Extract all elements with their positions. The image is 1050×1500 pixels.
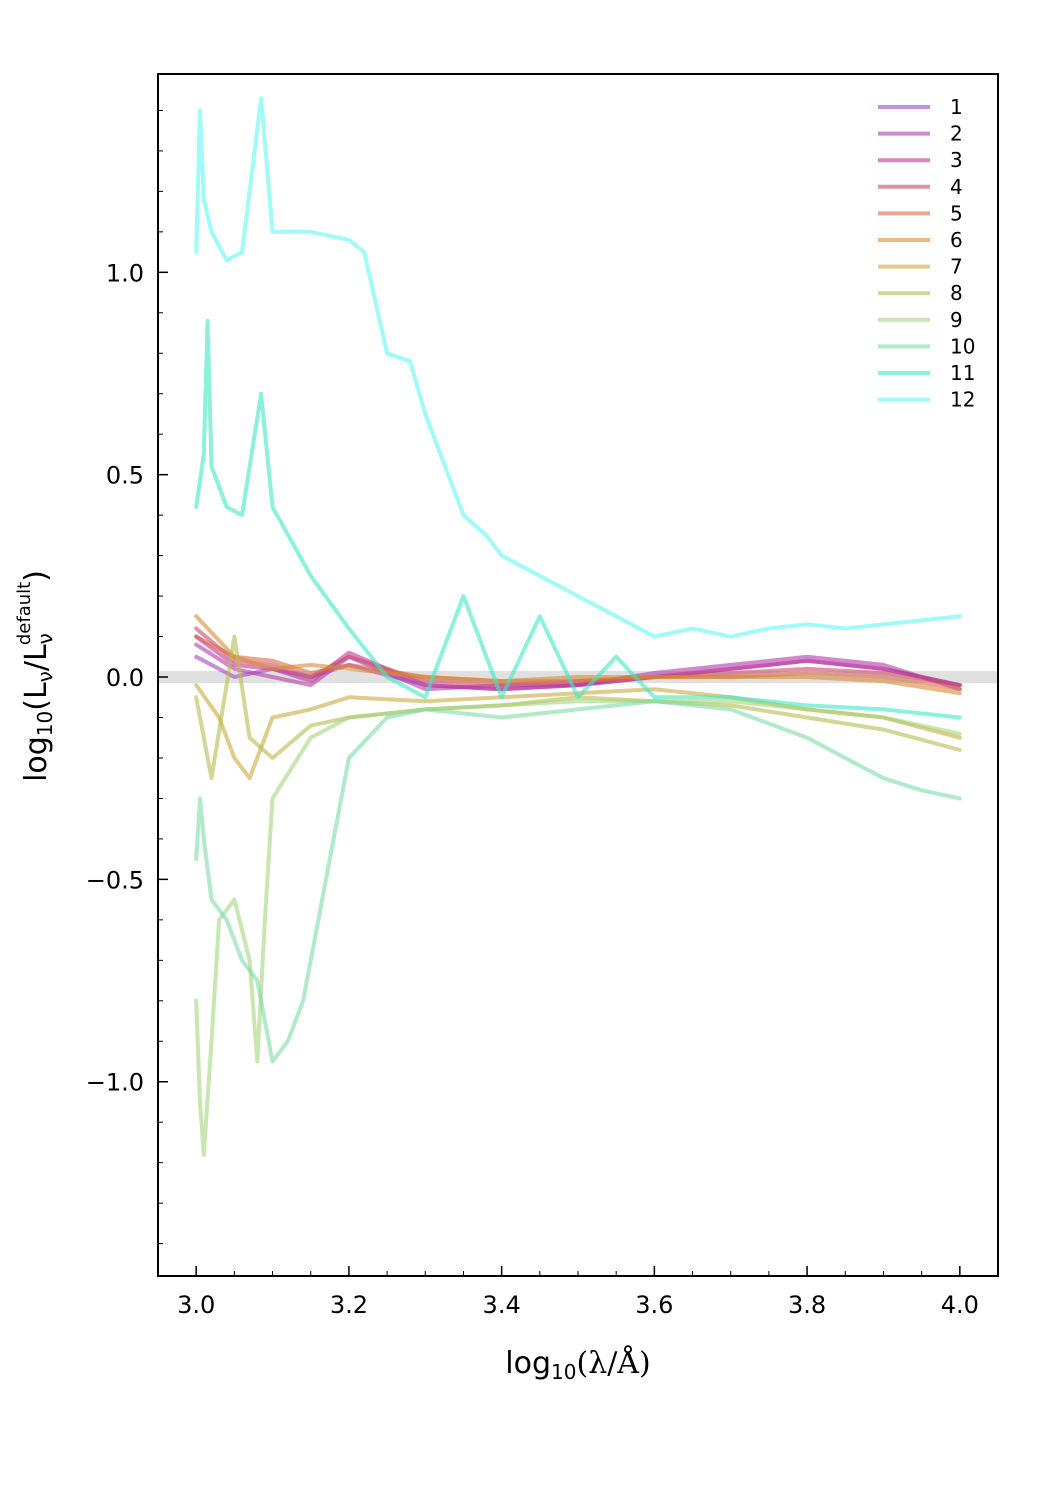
legend-label-6: 6	[950, 228, 963, 252]
series-line-12	[194, 96, 962, 639]
legend-label-8: 8	[950, 281, 963, 305]
ticks-layer: 3.0 3.2 3.4 3.6 3.8 4.0 −1.0 −0.5 0.0 0.5 1.0	[86, 109, 999, 1319]
legend-label-5: 5	[950, 201, 963, 225]
x-axis-label: log10(λ/Å)	[505, 1345, 650, 1384]
legend-label-10: 10	[950, 334, 975, 358]
series-line-6	[194, 614, 962, 696]
series-line-10	[194, 699, 962, 1064]
series-line-9	[194, 699, 962, 1157]
legend-label-12: 12	[950, 388, 975, 412]
legend-label-9: 9	[950, 308, 963, 332]
legend-label-2: 2	[950, 122, 963, 146]
y-tick-label: 0.5	[106, 462, 144, 490]
legend-label-1: 1	[950, 95, 963, 119]
x-tick-label: 3.0	[177, 1291, 215, 1319]
series-layer	[194, 96, 962, 1157]
legend-label-3: 3	[950, 148, 963, 172]
x-tick-label: 3.4	[483, 1291, 521, 1319]
legend-label-4: 4	[950, 175, 963, 199]
y-tick-label: −1.0	[86, 1069, 144, 1097]
series-line-11	[194, 318, 962, 720]
x-tick-label: 3.6	[635, 1291, 673, 1319]
legend-label-11: 11	[950, 361, 975, 385]
legend-label-7: 7	[950, 255, 963, 279]
y-tick-label: 1.0	[106, 259, 144, 287]
series-line-4	[194, 626, 962, 688]
x-tick-label: 4.0	[941, 1291, 979, 1319]
x-tick-label: 3.8	[788, 1291, 826, 1319]
y-tick-label: −0.5	[86, 866, 144, 894]
y-tick-label: 0.0	[106, 664, 144, 692]
x-tick-label: 3.2	[330, 1291, 368, 1319]
y-axis-label: log10(Lν/Lνdefault)	[14, 570, 57, 782]
